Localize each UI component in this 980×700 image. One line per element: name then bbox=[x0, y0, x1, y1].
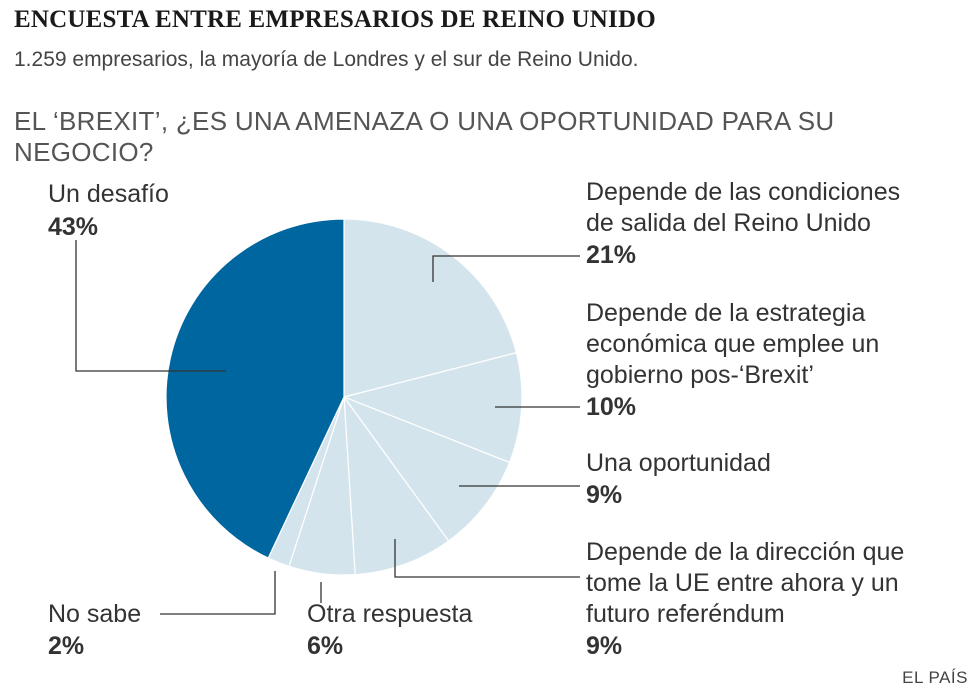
slice-label-no-sabe: No sabe 2% bbox=[48, 600, 141, 660]
leader-line bbox=[394, 539, 580, 578]
slice-name: Otra respuesta bbox=[307, 600, 472, 628]
slice-name: Una oportunidad bbox=[586, 449, 771, 477]
leader-line bbox=[160, 571, 276, 615]
slice-value: 21% bbox=[586, 241, 636, 269]
slice-label-estrategia-economica: Depende de la estrategia económica que e… bbox=[586, 299, 886, 421]
pie-slice bbox=[165, 218, 345, 559]
slice-label-un-desafio: Un desafío 43% bbox=[48, 180, 169, 241]
chart-subtitle: 1.259 empresarios, la mayoría de Londres… bbox=[14, 48, 639, 71]
slice-name: Depende de la dirección que tome la UE e… bbox=[586, 538, 911, 628]
slice-value: 43% bbox=[48, 213, 98, 241]
slice-name: No sabe bbox=[48, 600, 141, 628]
slice-value: 9% bbox=[586, 632, 622, 660]
leader-line bbox=[432, 255, 580, 282]
survey-question: EL ‘BREXIT’, ¿ES UNA AMENAZA O UNA OPORT… bbox=[14, 106, 835, 167]
slice-name: Un desafío bbox=[48, 180, 169, 208]
slice-label-direccion-ue: Depende de la dirección que tome la UE e… bbox=[586, 538, 911, 660]
slice-name: Depende de la estrategia económica que e… bbox=[586, 299, 886, 389]
slice-value: 6% bbox=[307, 632, 343, 660]
pie-slice bbox=[343, 394, 450, 576]
leader-line bbox=[75, 240, 226, 372]
slice-label-condiciones-salida: Depende de las condiciones de salida del… bbox=[586, 178, 907, 269]
pie-slice bbox=[342, 351, 523, 464]
slice-label-una-oportunidad: Una oportunidad 9% bbox=[586, 449, 771, 509]
slice-value: 2% bbox=[48, 632, 84, 660]
slice-value: 10% bbox=[586, 393, 636, 421]
leader-lines bbox=[75, 240, 580, 615]
slice-name: Depende de las condiciones de salida del… bbox=[586, 178, 907, 237]
chart-title: ENCUESTA ENTRE EMPRESARIOS DE REINO UNID… bbox=[14, 6, 656, 33]
slice-label-otra-respuesta: Otra respuesta 6% bbox=[307, 600, 472, 660]
source-credit: EL PAÍS bbox=[902, 668, 968, 687]
pie-slices bbox=[165, 218, 523, 576]
pie-slice bbox=[342, 395, 511, 542]
slice-value: 9% bbox=[586, 481, 622, 509]
